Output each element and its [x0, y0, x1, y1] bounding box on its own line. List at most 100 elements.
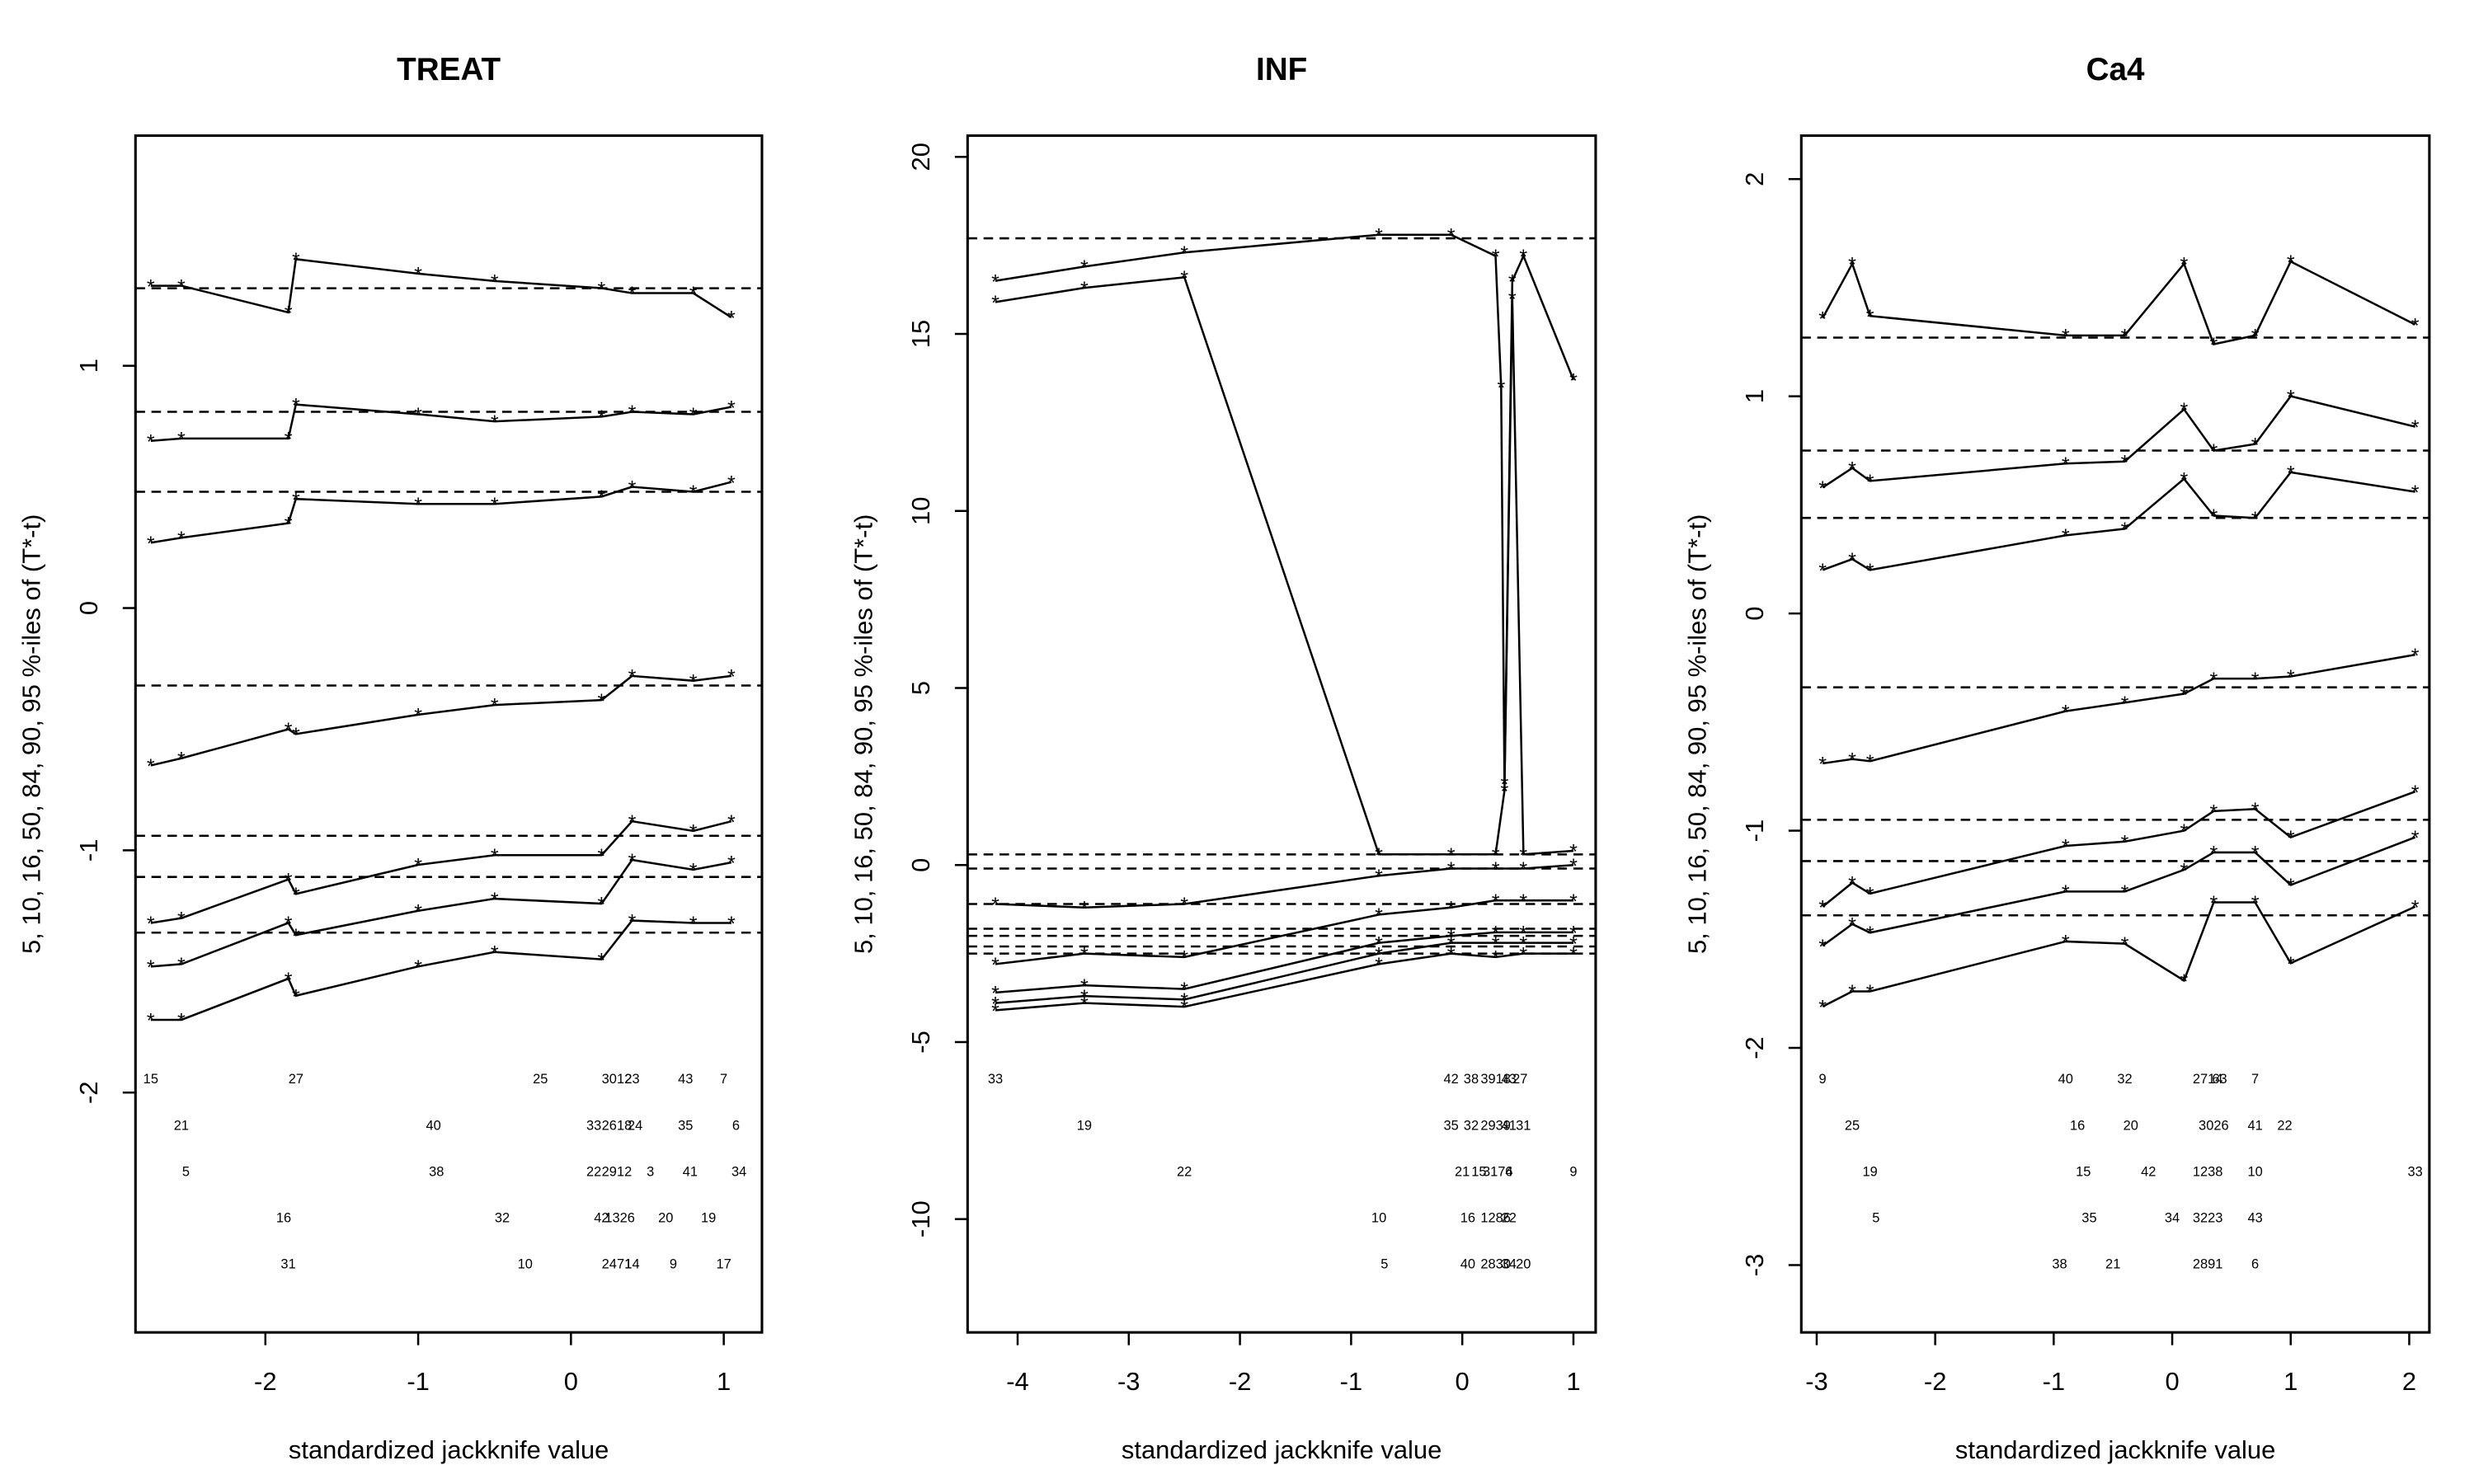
observation-label: 19 [1862, 1164, 1877, 1179]
data-point-marker: * [1447, 858, 1456, 881]
x-tick-label: 2 [2402, 1367, 2416, 1396]
data-point-marker: * [2121, 881, 2129, 904]
data-point-marker: * [2411, 827, 2420, 850]
data-point-marker: * [2180, 970, 2189, 993]
data-point-marker: * [1375, 866, 1383, 889]
data-point-marker: * [2411, 896, 2420, 919]
series-line-16pct [995, 931, 1574, 994]
data-point-marker: * [177, 748, 186, 771]
panel-treat: TREAT * * * * * * * * * * * * * * * * * * * * * * * * * * * * * * * * * * *… [16, 52, 764, 1464]
data-point-marker: * [1519, 858, 1527, 881]
observation-label: 34 [731, 1164, 746, 1179]
data-point-marker: * [598, 894, 606, 917]
data-point-marker: * [1447, 224, 1456, 247]
data-point-marker: * [2121, 326, 2129, 349]
observation-label: 2471 [602, 1257, 633, 1272]
data-point-marker: * [991, 292, 999, 315]
observation-label: 3012 [602, 1072, 633, 1087]
observation-label: 31 [1516, 1118, 1531, 1133]
data-point-marker: * [147, 533, 155, 556]
data-point-marker: * [1818, 936, 1827, 959]
data-point-marker: * [491, 695, 499, 718]
data-point-marker: * [1492, 947, 1500, 970]
data-point-marker: * [147, 913, 155, 936]
series-line-95pct [1822, 260, 2416, 345]
observation-label: 9 [1569, 1164, 1577, 1179]
data-point-marker: * [414, 855, 422, 878]
observation-label: 15 [1471, 1164, 1486, 1179]
data-point-marker: * [1569, 922, 1578, 945]
data-point-marker: * [727, 665, 736, 688]
observation-label: 19 [701, 1211, 716, 1226]
data-point-marker: * [1080, 975, 1089, 998]
observation-label: 22 [1502, 1211, 1517, 1226]
data-point-marker: * [1080, 897, 1089, 920]
data-point-marker: * [2287, 666, 2295, 689]
observation-label: 14 [624, 1257, 639, 1272]
observation-label: 35 [1444, 1118, 1459, 1133]
series-line-50pct [1822, 653, 2415, 765]
data-point-marker: * [285, 913, 293, 936]
data-point-marker: * [2209, 843, 2218, 866]
data-point-marker: * [1569, 932, 1578, 956]
observation-label: 20 [658, 1211, 673, 1226]
data-point-marker: * [727, 397, 736, 420]
data-point-marker: * [1569, 370, 1578, 393]
data-point-marker: * [2251, 326, 2260, 349]
observation-label: 5 [1872, 1211, 1879, 1226]
data-point-marker: * [1569, 943, 1578, 966]
data-point-marker: * [727, 913, 736, 936]
data-point-marker: * [1519, 246, 1527, 269]
observation-label: 2618 [602, 1118, 633, 1133]
series-line-84pct [150, 481, 732, 544]
data-point-marker: * [2121, 933, 2129, 956]
data-point-marker: * [991, 1000, 999, 1023]
data-point-marker: * [1818, 896, 1827, 919]
observation-label: 25 [533, 1072, 548, 1087]
data-point-marker: * [1375, 932, 1383, 956]
data-point-marker: * [1569, 841, 1578, 864]
data-point-marker: * [491, 845, 499, 868]
data-point-marker: * [598, 278, 606, 301]
data-point-marker: * [2251, 434, 2260, 457]
data-point-marker: * [991, 982, 999, 1005]
data-point-marker: * [689, 283, 698, 306]
x-tick-label: -3 [1805, 1367, 1827, 1396]
data-point-marker: * [147, 430, 155, 453]
observation-label: 42 [1444, 1072, 1459, 1087]
data-point-marker: * [2121, 693, 2129, 716]
data-point-marker: * [292, 489, 300, 512]
series-line-50pct [995, 899, 1574, 965]
observation-label: 3026 [2199, 1118, 2229, 1133]
data-point-marker: * [598, 406, 606, 430]
y-tick-label: -10 [906, 1200, 935, 1237]
observation-label: 31 [280, 1257, 295, 1272]
data-point-marker: * [689, 404, 698, 427]
data-point-marker: * [2062, 701, 2070, 724]
data-point-marker: * [1180, 979, 1188, 1002]
y-tick-label: 10 [906, 497, 935, 525]
data-point-marker: * [491, 942, 499, 965]
data-point-marker: * [414, 704, 422, 727]
data-point-marker: * [2287, 875, 2295, 898]
data-point-marker: * [2411, 314, 2420, 337]
data-point-marker: * [1569, 855, 1578, 878]
data-point-marker: * [1497, 377, 1505, 400]
y-tick-label: -2 [74, 1081, 103, 1104]
data-point-marker: * [2062, 453, 2070, 477]
observation-label: 3 [647, 1164, 654, 1179]
observation-label: 22 [586, 1164, 601, 1179]
series-line-95pct [995, 233, 1575, 784]
data-point-marker: * [1519, 922, 1527, 945]
observation-label: 3918 [1480, 1072, 1511, 1087]
series-line-10pct [150, 858, 732, 968]
x-tick-label: -1 [2043, 1367, 2065, 1396]
data-point-marker: * [2287, 251, 2295, 275]
x-axis-label: standardized jackknife value [1955, 1435, 2275, 1464]
observation-label: 33 [586, 1118, 601, 1133]
data-point-marker: * [628, 283, 637, 306]
data-point-marker: * [177, 528, 186, 551]
data-point-marker: * [1508, 270, 1517, 294]
data-point-marker: * [1180, 267, 1188, 290]
